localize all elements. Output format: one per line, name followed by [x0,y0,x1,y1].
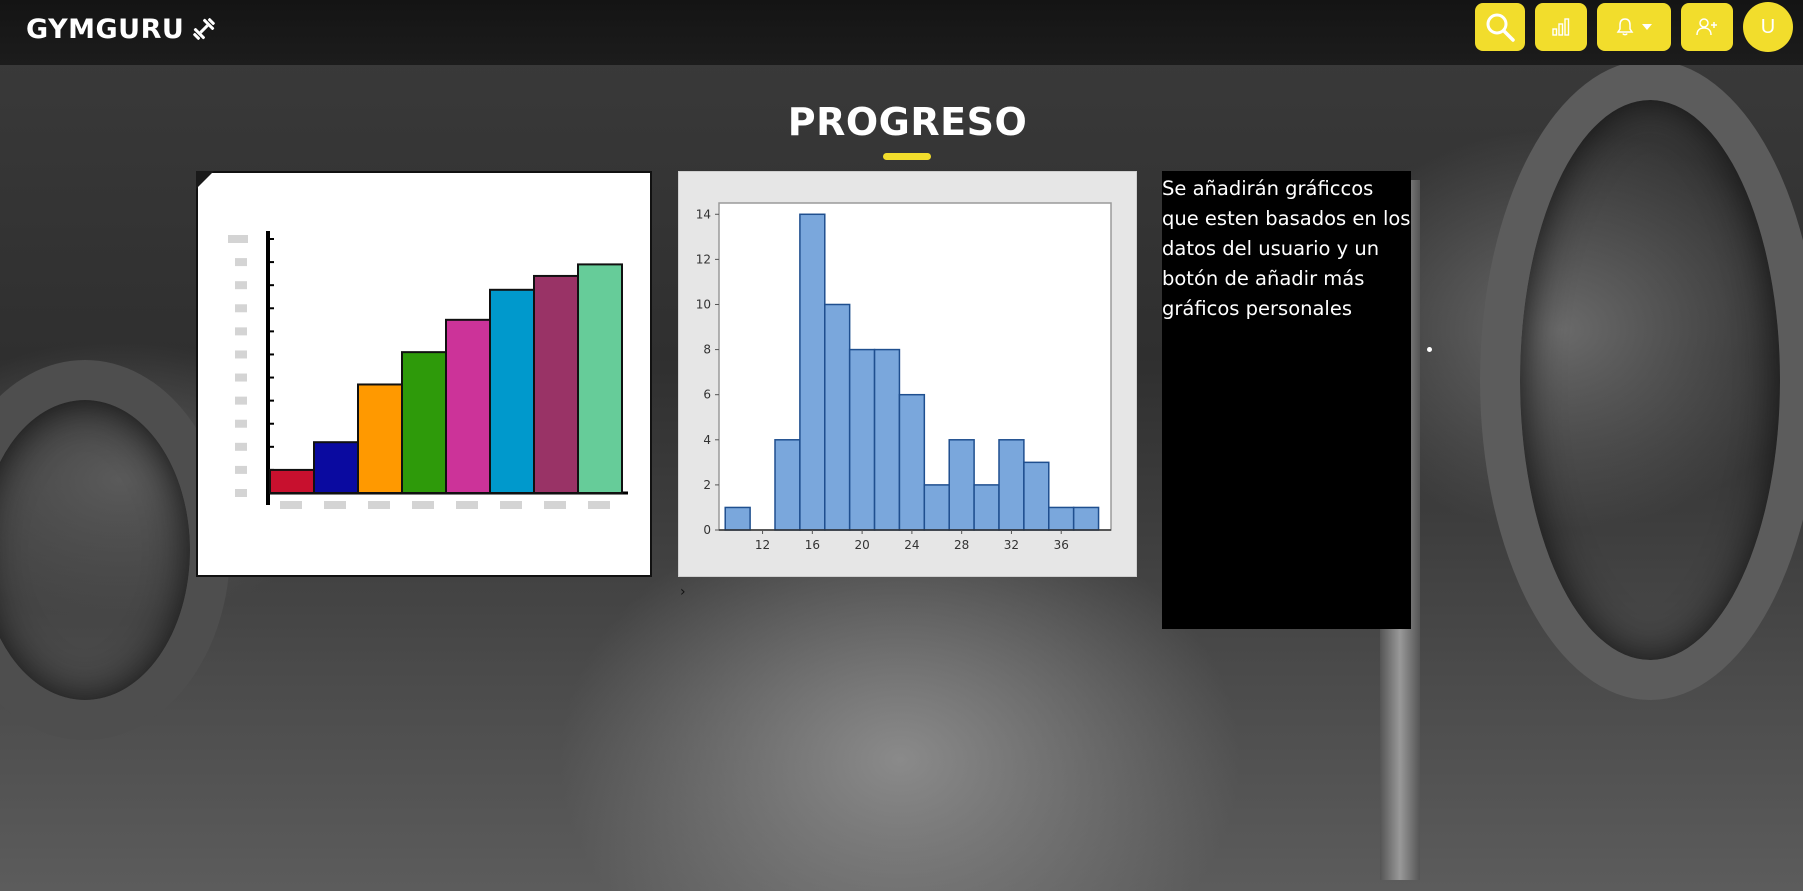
y-tick-label [228,235,248,243]
x-tick-label: 28 [954,538,969,552]
bar [445,318,491,494]
user-plus-icon [1696,18,1717,36]
bar-chart [228,231,628,509]
y-tick-label [235,465,247,474]
x-tick-label [368,501,390,509]
histogram-bar [998,439,1025,531]
bar [533,274,579,495]
histogram-bar [1023,461,1050,531]
info-box: Se añadirán gráficcos que esten basados … [1162,171,1411,629]
x-tick-label [544,501,566,509]
title-underline [883,153,931,160]
x-tick-label [412,501,434,509]
x-tick-label [500,501,522,509]
x-tick-label: 32 [1004,538,1019,552]
x-tick-label: 36 [1054,538,1069,552]
histogram-bar [923,484,950,531]
x-tick-label [280,501,302,509]
bar-chart-card [196,171,652,577]
page-title: PROGRESO [787,100,1028,144]
chevron-right-icon: › [680,584,686,600]
y-tick-label: 6 [703,388,711,402]
info-text: Se añadirán gráficcos que esten basados … [1162,177,1411,320]
bell-icon [1616,18,1634,36]
x-tick-label [588,501,610,509]
x-tick-label: 20 [854,538,869,552]
y-tick-label: 0 [703,523,711,537]
top-navbar: GYMGURU [0,0,1803,65]
decorative-dot [1427,347,1432,352]
dumbbell-icon [193,18,216,40]
x-tick-label: 12 [755,538,770,552]
y-tick-label: 2 [703,478,711,492]
y-tick-label: 4 [703,433,711,447]
histogram-bar [724,506,751,531]
weight-plate-right [1480,60,1803,700]
y-tick-label: 8 [703,343,711,357]
bar [357,383,403,495]
y-tick-label [235,373,247,382]
y-tick-label [235,489,247,497]
x-tick-label [324,501,346,509]
histogram-bar [948,439,975,531]
brand-name: GYMGURU [26,13,185,45]
bar [401,351,447,494]
histogram-bar [873,348,901,531]
notifications-button[interactable] [1597,3,1671,51]
histogram-bar [824,303,851,531]
search-button[interactable] [1475,3,1525,51]
histogram-bar [1072,506,1100,531]
y-tick-label [235,419,247,428]
brand-logo[interactable]: GYMGURU [26,9,218,49]
avatar[interactable]: U [1743,2,1793,52]
y-tick-label [235,258,247,267]
y-tick-label: 12 [696,252,711,266]
y-tick-label [235,396,247,405]
bar-chart-icon [1552,18,1570,36]
stats-button[interactable] [1535,3,1587,51]
bar [313,441,359,495]
x-tick-label: 24 [904,538,919,552]
y-tick-label [235,281,247,290]
histogram-card: 0 2 4 6 8 10 12 14 12 16 20 24 28 32 36 [678,171,1137,577]
add-user-button[interactable] [1681,3,1733,51]
y-tick-label [235,350,247,359]
bar [577,263,623,495]
bar [489,288,535,494]
histogram-bar [848,348,876,531]
y-tick-label [235,327,247,336]
y-tick-label [235,304,247,313]
histogram-bar [1048,506,1075,531]
y-tick-label: 14 [696,207,711,221]
x-tick-label [456,501,478,509]
search-icon [1486,13,1515,42]
histogram-bar [799,213,826,531]
chevron-down-icon [1642,24,1652,30]
histogram-bar [898,393,926,531]
bar [269,468,315,494]
histogram-bar [973,484,1000,531]
y-tick-label [235,442,247,451]
y-tick-label: 10 [696,297,711,311]
histogram-bar [774,439,801,531]
x-tick-label: 16 [805,538,820,552]
folded-corner-inner [199,174,214,189]
navbar-actions: U [1475,2,1793,52]
